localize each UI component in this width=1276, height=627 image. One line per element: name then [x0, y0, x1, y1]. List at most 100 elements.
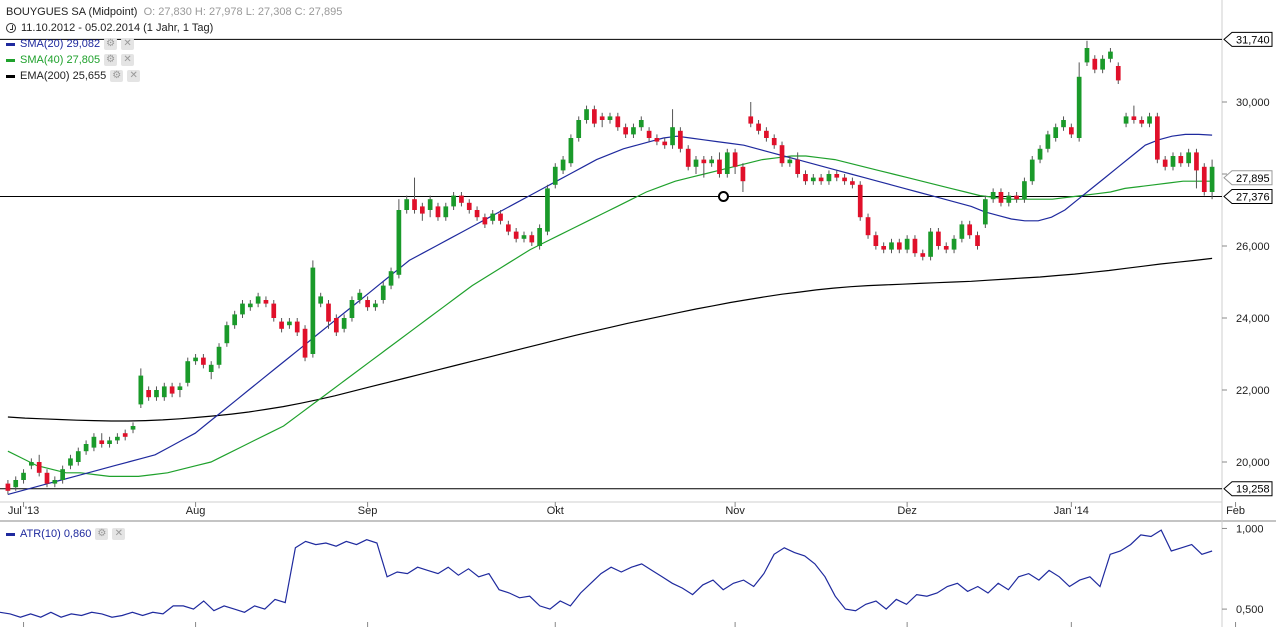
candle [959, 220, 965, 243]
candle [115, 433, 120, 444]
settings-icon[interactable]: ⚙ [104, 38, 118, 50]
candle-body [1053, 127, 1059, 138]
ohlc-values: O: 27,830 H: 27,978 L: 27,308 C: 27,895 [143, 6, 343, 18]
candle-body [427, 199, 433, 210]
candle [482, 213, 488, 228]
candle-body [889, 242, 894, 250]
candle-body [99, 440, 105, 444]
candle [490, 210, 496, 225]
candle [709, 156, 714, 167]
candle [1076, 62, 1082, 142]
candle [99, 433, 105, 448]
candle-body [138, 375, 144, 405]
candle [756, 120, 761, 135]
candle-body [709, 159, 714, 164]
candle-body [388, 271, 394, 286]
candle-body [928, 231, 933, 257]
sma20-line [7, 133, 1213, 495]
candle [396, 199, 402, 279]
candle [459, 192, 464, 207]
legend-value: 29,082 [66, 38, 101, 50]
candle [771, 134, 777, 149]
candle [850, 177, 855, 189]
candle [287, 318, 292, 329]
header-row: BOUYGUES SA (Midpoint) O: 27,830 H: 27,9… [6, 4, 342, 20]
candle-body [68, 458, 73, 466]
candle-body [21, 472, 26, 480]
candle-body [1178, 156, 1184, 164]
candle [638, 116, 644, 131]
selected-point-marker [717, 190, 729, 202]
settings-icon[interactable]: ⚙ [95, 528, 109, 540]
candle [513, 228, 519, 243]
date-range-row: 11.10.2012 - 05.02.2014 (1 Jahr, 1 Tag) [6, 20, 342, 36]
candle [1178, 152, 1184, 167]
price-label-box [1223, 31, 1273, 47]
sma20-swatch [6, 42, 15, 46]
candle [263, 296, 269, 308]
candle-body [263, 300, 269, 304]
candle [646, 127, 652, 142]
candle [91, 433, 97, 452]
candle [193, 354, 198, 365]
candle-body [1029, 159, 1035, 182]
candle [685, 145, 691, 171]
close-icon[interactable]: ✕ [121, 38, 135, 50]
candle-body [865, 217, 871, 236]
candle-body [951, 238, 957, 250]
candle [1092, 55, 1098, 74]
candle [865, 213, 871, 239]
candle [701, 156, 707, 178]
close-icon[interactable]: ✕ [112, 528, 126, 540]
candle [1201, 163, 1207, 196]
candle [826, 170, 832, 185]
candle [1029, 156, 1035, 185]
candle-body [287, 321, 292, 326]
candle-body [177, 386, 183, 390]
settings-icon[interactable]: ⚙ [104, 54, 118, 66]
candle-body [185, 361, 191, 383]
candle [810, 174, 816, 185]
candle [60, 465, 65, 484]
atr-legend: ATR(10) 0,860 ⚙ ✕ [6, 528, 126, 540]
candle [599, 112, 605, 128]
candle-body [662, 141, 668, 146]
candle-body [771, 138, 777, 146]
candle-body [936, 231, 941, 246]
candle [185, 357, 191, 387]
candle-body [1155, 116, 1160, 160]
legend-sma40: SMA(40) 27,805 ⚙ ✕ [6, 52, 342, 68]
price-label-box [1223, 481, 1273, 497]
candle-body [146, 390, 152, 398]
candle [936, 228, 941, 250]
candle [388, 267, 394, 290]
candle [326, 300, 331, 329]
price-label: 31,740 [1223, 31, 1273, 47]
candle-body [357, 292, 363, 300]
candle-body [302, 328, 308, 358]
candle [1053, 123, 1059, 142]
settings-icon[interactable]: ⚙ [110, 70, 124, 82]
candle [130, 422, 136, 434]
candle-body [552, 166, 558, 185]
candle-body [748, 116, 754, 124]
candle [240, 300, 245, 318]
candle [443, 202, 449, 221]
candle-body [412, 199, 417, 210]
candle [21, 469, 26, 484]
candle [1123, 112, 1129, 128]
close-icon[interactable]: ✕ [127, 70, 141, 82]
candle-body [482, 217, 488, 225]
candle-body [1186, 152, 1191, 164]
candle [779, 141, 785, 167]
candle [302, 325, 308, 362]
candle-body [459, 195, 464, 203]
candle [68, 454, 73, 470]
candle [529, 231, 535, 246]
candle [1131, 105, 1137, 124]
candle [975, 231, 980, 250]
candle-body [91, 436, 97, 448]
candle [146, 386, 152, 401]
close-icon[interactable]: ✕ [121, 54, 135, 66]
y-tick-label: 22,000 [1236, 385, 1270, 397]
